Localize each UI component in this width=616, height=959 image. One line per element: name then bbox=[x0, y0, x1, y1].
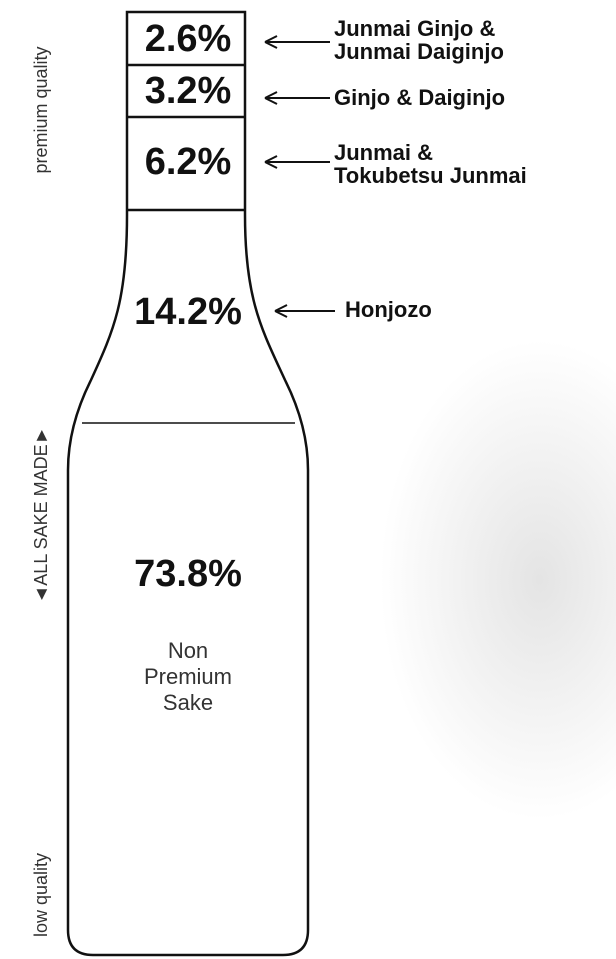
side-label: premium quality bbox=[31, 46, 51, 173]
percent: 3.2% bbox=[145, 70, 232, 112]
background-glow bbox=[380, 340, 616, 820]
description: Premium bbox=[144, 664, 232, 689]
label: Junmai Ginjo & bbox=[334, 16, 495, 41]
arrow bbox=[264, 155, 330, 169]
percent: 73.8% bbox=[134, 553, 242, 595]
description: Non bbox=[168, 638, 208, 663]
bottle bbox=[66, 10, 310, 957]
label: Ginjo & Daiginjo bbox=[334, 85, 505, 110]
percent: 2.6% bbox=[145, 18, 232, 60]
percent: 6.2% bbox=[145, 141, 232, 183]
label: Junmai Daiginjo bbox=[334, 39, 504, 64]
side-label: ◄ALL SAKE MADE► bbox=[31, 426, 51, 603]
label: Honjozo bbox=[345, 297, 432, 322]
arrow bbox=[264, 91, 330, 105]
description: Sake bbox=[163, 690, 213, 715]
arrow bbox=[274, 304, 335, 318]
label: Junmai & bbox=[334, 140, 433, 165]
label: Tokubetsu Junmai bbox=[334, 163, 527, 188]
arrow bbox=[264, 35, 330, 49]
percent: 14.2% bbox=[134, 291, 242, 333]
arrows bbox=[264, 35, 335, 318]
side-label: low quality bbox=[31, 853, 51, 937]
